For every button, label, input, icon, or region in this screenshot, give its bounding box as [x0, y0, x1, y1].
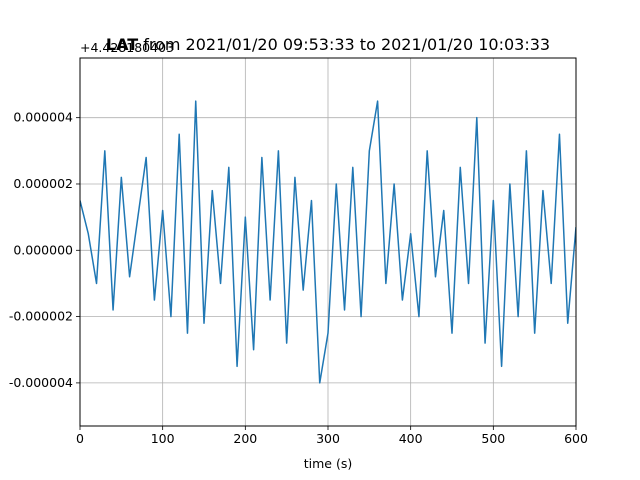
- x-tick-label: 0: [76, 431, 84, 446]
- x-tick-label: 300: [316, 431, 340, 446]
- x-axis-label: time (s): [304, 456, 352, 471]
- series-layer: [80, 100, 576, 384]
- y-offset-label: +4.428180403: [80, 40, 174, 55]
- chart-title-bold: LAT: [106, 35, 138, 54]
- y-tick-label: -0.000004: [9, 375, 73, 390]
- series-line: [80, 100, 576, 384]
- x-axis: 0 100 200 300 400 500 600: [76, 426, 588, 446]
- chart-title: LAT from 2021/01/20 09:53:33 to 2021/01/…: [106, 35, 550, 54]
- x-tick-label: 400: [399, 431, 423, 446]
- y-tick-label: 0.000004: [13, 110, 73, 125]
- y-tick-label: 0.000000: [13, 242, 73, 257]
- x-tick-label: 200: [233, 431, 257, 446]
- x-tick-label: 600: [564, 431, 588, 446]
- x-tick-label: 500: [481, 431, 505, 446]
- chart-title-rest: from 2021/01/20 09:53:33 to 2021/01/20 1…: [138, 35, 550, 54]
- y-tick-label: -0.000002: [9, 309, 73, 324]
- y-tick-label: 0.000002: [13, 176, 73, 191]
- x-tick-label: 100: [151, 431, 175, 446]
- y-axis: -0.000004 -0.000002 0.000000 0.000002 0.0000…: [9, 110, 80, 390]
